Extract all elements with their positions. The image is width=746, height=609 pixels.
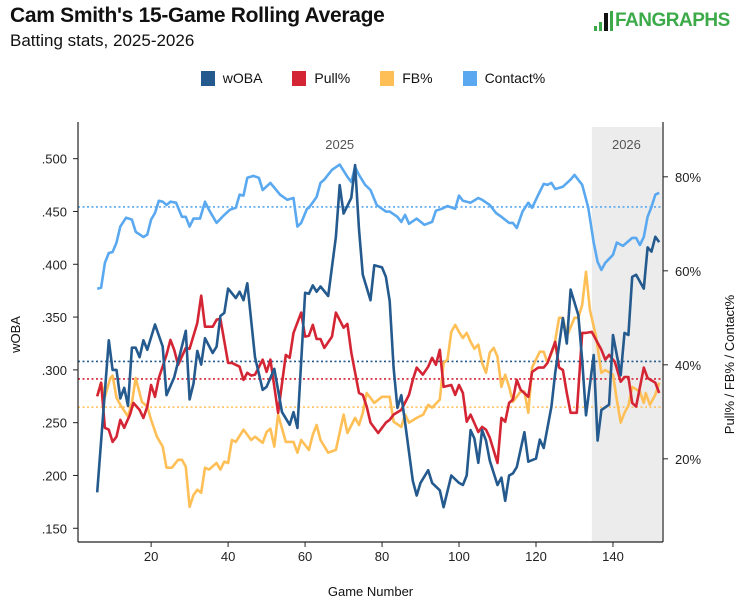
season-label-2025: 2025 <box>325 137 354 152</box>
left-y-tick-label: .500 <box>42 152 67 167</box>
legend-label: Pull% <box>314 70 351 86</box>
right-y-tick-label: 20% <box>675 452 701 467</box>
series-line-fb-pct <box>95 270 661 509</box>
legend-swatch <box>292 70 307 86</box>
chart-subtitle: Batting stats, 2025-2026 <box>10 31 195 50</box>
legend-item-fb-pct: FB% <box>380 70 433 86</box>
legend-item-pull-pct: Pull% <box>292 70 350 86</box>
chart-title: Cam Smith's 15-Game Rolling Average <box>10 4 385 27</box>
x-tick-label: 40 <box>221 549 235 564</box>
right-y-tick-label: 80% <box>675 170 701 185</box>
legend: wOBA Pull% FB% Contact% <box>0 70 746 86</box>
season-label-2026: 2026 <box>612 137 641 152</box>
legend-swatch <box>462 70 477 86</box>
x-tick-label: 20 <box>144 549 158 564</box>
left-y-tick-label: .200 <box>42 468 67 483</box>
logo-bars-icon <box>594 11 613 31</box>
x-tick-label: 140 <box>602 549 624 564</box>
series-line-woba <box>95 163 661 509</box>
legend-label: Contact% <box>484 70 546 86</box>
left-y-tick-label: .450 <box>42 204 67 219</box>
left-y-tick-label: .400 <box>42 257 67 272</box>
x-tick-label: 100 <box>448 549 470 564</box>
left-y-axis-title: wOBA <box>8 316 23 354</box>
fangraphs-logo: FANGRAPHS <box>594 10 730 32</box>
legend-swatch <box>200 70 215 86</box>
right-y-axis-title: Pull% / FB% / Contact% <box>722 294 737 434</box>
series-line-contact-pct <box>96 163 660 290</box>
legend-swatch <box>380 70 395 86</box>
right-y-tick-label: 60% <box>675 264 701 279</box>
logo-text: FANGRAPHS <box>615 10 730 31</box>
legend-item-contact-pct: Contact% <box>462 70 546 86</box>
series-line-pull-pct <box>95 294 661 465</box>
legend-label: FB% <box>402 70 433 86</box>
left-y-tick-label: .350 <box>42 310 67 325</box>
x-axis-title: Game Number <box>328 584 414 599</box>
x-tick-label: 120 <box>525 549 547 564</box>
left-y-tick-label: .250 <box>42 416 67 431</box>
x-tick-label: 60 <box>298 549 312 564</box>
left-y-tick-label: .300 <box>42 363 67 378</box>
legend-item-woba: wOBA <box>200 70 263 86</box>
legend-label: wOBA <box>222 70 263 86</box>
left-y-tick-label: .150 <box>42 521 67 536</box>
right-y-tick-label: 40% <box>675 358 701 373</box>
x-tick-label: 80 <box>375 549 389 564</box>
